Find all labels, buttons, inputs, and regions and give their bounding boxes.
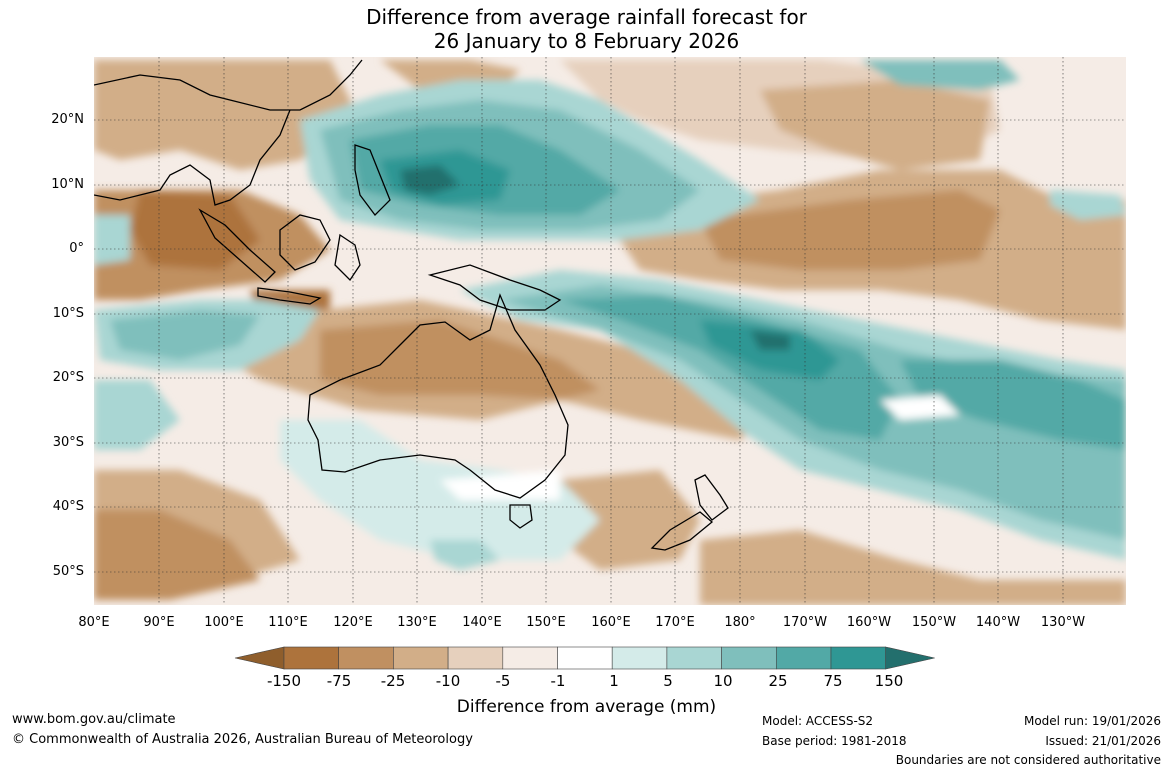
coastlines: [94, 59, 729, 551]
lat-label: 10°S: [52, 306, 84, 321]
lon-label: 110°E: [268, 615, 308, 630]
colorbar-label: 1: [609, 672, 619, 690]
map-title-line1: Difference from average rainfall forecas…: [366, 5, 807, 29]
boundaries-disclaimer: Boundaries are not considered authoritat…: [895, 753, 1161, 767]
graticule: [94, 57, 1126, 605]
lon-label: 150°E: [526, 615, 566, 630]
new-guinea-coastline: [427, 264, 562, 311]
colorbar-label: -25: [380, 672, 406, 690]
nz-south-island-coastline: [650, 511, 714, 551]
colorbar-segment: [447, 646, 504, 670]
colorbar-label: 5: [663, 672, 673, 690]
java-coastline: [257, 287, 322, 305]
colorbar-segment: [283, 646, 340, 670]
colorbar-label: 10: [713, 672, 733, 690]
lat-label: 50°S: [52, 564, 84, 579]
copyright-text: © Commonwealth of Australia 2026, Austra…: [12, 732, 473, 747]
colorbar-label: -1: [550, 672, 566, 690]
nz-north-island-coastline: [694, 474, 729, 521]
lon-label: 80°E: [78, 615, 110, 630]
sulawesi-coastline: [334, 233, 361, 282]
colorbar-segment: [666, 646, 722, 670]
lon-label: 180°: [724, 615, 756, 630]
lon-label: 90°E: [143, 615, 175, 630]
colorbar-label: -150: [266, 672, 302, 690]
colorbar-segment: [557, 646, 613, 670]
lat-label: 20°N: [51, 112, 84, 127]
colorbar-extend-low: [234, 646, 285, 670]
colorbar-segment: [830, 646, 887, 670]
colorbar-segment: [393, 646, 449, 670]
model-run-date: Model run: 19/01/2026: [1023, 714, 1161, 728]
colorbar-label: -5: [495, 672, 511, 690]
lon-label: 140°E: [462, 615, 502, 630]
colorbar-segment: [775, 646, 832, 670]
lon-label: 150°W: [911, 615, 957, 630]
base-period: Base period: 1981-2018: [762, 734, 907, 748]
colorbar-extend-high: [885, 646, 935, 670]
colorbar-segment: [721, 646, 777, 670]
colorbar-segment: [338, 646, 394, 670]
lon-label: 120°E: [333, 615, 373, 630]
website-link[interactable]: www.bom.gov.au/climate: [12, 712, 176, 727]
issued-date: Issued: 21/01/2026: [1045, 734, 1161, 748]
lon-label: 170°E: [655, 615, 695, 630]
lon-label: 170°W: [782, 615, 828, 630]
colorbar-label: -10: [435, 672, 461, 690]
lon-label: 160°W: [846, 615, 892, 630]
map-title-line2: 26 January to 8 February 2026: [433, 29, 740, 53]
lat-label: 30°S: [52, 435, 84, 450]
lon-label: 130°W: [1040, 615, 1086, 630]
lon-label: 130°E: [397, 615, 437, 630]
sumatra-coastline: [198, 208, 276, 283]
colorbar-segment: [502, 646, 558, 670]
colorbar-label: 150: [874, 672, 904, 690]
rainfall-anomaly-fields: [94, 60, 1126, 605]
lon-label: 140°W: [975, 615, 1021, 630]
colorbar-label: 75: [823, 672, 843, 690]
tasmania-coastline: [509, 504, 533, 529]
australia-coastline: [307, 293, 569, 499]
colorbar: [234, 646, 935, 670]
colorbar-title: Difference from average (mm): [456, 697, 717, 717]
asia-coastline: [94, 59, 363, 206]
colorbar-label: -75: [326, 672, 352, 690]
lat-label: 40°S: [52, 499, 84, 514]
lat-label: 20°S: [52, 370, 84, 385]
colorbar-label: 25: [768, 672, 788, 690]
map-area: [94, 57, 1126, 605]
philippines-coastline: [354, 144, 391, 216]
lat-label: 10°N: [51, 177, 84, 192]
lat-label: 0°: [69, 241, 84, 256]
model-name: Model: ACCESS-S2: [762, 714, 874, 728]
lon-label: 160°E: [591, 615, 631, 630]
borneo-coastline: [279, 214, 331, 271]
colorbar-segment: [611, 646, 668, 670]
lon-label: 100°E: [204, 615, 244, 630]
